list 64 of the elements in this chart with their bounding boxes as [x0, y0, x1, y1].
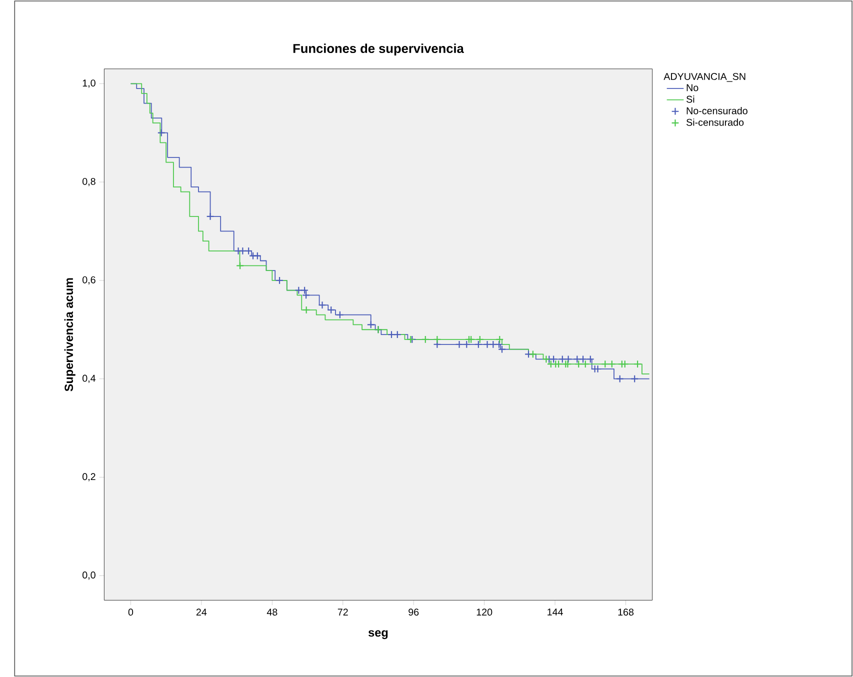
point	[564, 355, 572, 364]
point	[302, 306, 310, 314]
point	[489, 340, 498, 348]
chart-title: Funciones de supervivencia	[293, 44, 464, 56]
point	[608, 360, 616, 368]
legend-label: Si	[686, 96, 694, 103]
x-tick-label: 120	[476, 608, 492, 616]
point	[433, 340, 442, 348]
legend-label: No-censurado	[686, 107, 748, 114]
y-axis-title: Supervivencia acum	[64, 278, 76, 392]
point	[564, 360, 572, 368]
x-tick-label: 168	[618, 608, 634, 616]
point	[336, 310, 344, 319]
point	[276, 276, 284, 284]
point	[574, 360, 583, 368]
legend-label: Si-censurado	[686, 118, 744, 126]
point	[294, 286, 303, 294]
point	[393, 330, 402, 339]
point	[581, 360, 590, 368]
y-tick-label: 0,2	[82, 473, 96, 482]
x-tick-label: 96	[408, 608, 419, 616]
y-tick-label: 0,8	[82, 178, 96, 186]
point	[528, 350, 537, 358]
point	[634, 360, 642, 368]
point	[550, 355, 558, 364]
point	[206, 212, 214, 220]
legend-label: No	[686, 84, 698, 92]
x-tick-label: 0	[128, 608, 134, 616]
point	[586, 355, 594, 364]
x-tick-label: 24	[196, 608, 207, 616]
point	[474, 340, 482, 348]
point	[483, 340, 492, 348]
point	[562, 360, 570, 368]
point	[236, 262, 244, 270]
y-tick-label: 0,6	[82, 276, 96, 285]
x-axis-title: seg	[368, 630, 388, 640]
point	[157, 128, 166, 137]
point	[476, 336, 484, 344]
x-tick-label: 48	[266, 608, 278, 616]
point	[318, 301, 326, 310]
y-tick-label: 1,0	[82, 80, 96, 88]
point	[455, 340, 464, 348]
point	[238, 246, 247, 255]
y-tick-label: 0,4	[82, 374, 96, 383]
x-tick-label: 144	[548, 608, 563, 616]
point	[630, 374, 639, 383]
point	[558, 355, 566, 364]
point	[421, 336, 430, 344]
legend-title: ADYUVANCIA_SN	[664, 73, 746, 82]
point	[366, 320, 375, 329]
point	[573, 355, 582, 364]
point	[496, 336, 504, 344]
point	[433, 336, 442, 344]
y-tick-label: 0,0	[82, 572, 96, 580]
point	[388, 330, 396, 339]
point	[462, 340, 471, 348]
point	[601, 360, 610, 368]
point	[524, 350, 532, 358]
point	[253, 252, 262, 260]
point	[467, 336, 476, 344]
point	[327, 306, 336, 314]
point	[579, 355, 588, 364]
x-tick-label: 72	[338, 608, 348, 616]
point	[616, 374, 624, 383]
